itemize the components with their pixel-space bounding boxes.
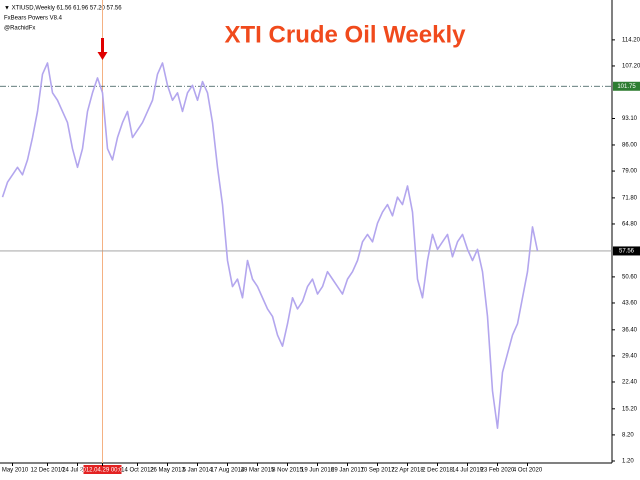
x-tick-label: 17 Aug 2014 bbox=[211, 468, 245, 474]
x-tick-label: 24 Jul 2011 bbox=[62, 468, 93, 474]
x-tick-label: 22 Apr 2018 bbox=[391, 468, 424, 474]
y-tick-label: 36.40 bbox=[622, 327, 638, 333]
y-tick-label: 15.20 bbox=[622, 406, 638, 412]
level-box bbox=[613, 81, 640, 91]
y-tick-label: 79.00 bbox=[622, 169, 638, 175]
x-tick-label: 8 Nov 2015 bbox=[272, 468, 303, 474]
x-tick-label: 23 Feb 2020 bbox=[481, 468, 515, 474]
price-line bbox=[1, 62, 539, 429]
arrow bbox=[97, 38, 108, 60]
x-tick-label: 2012.04.29 00:00 bbox=[79, 468, 126, 474]
level-label: 101.75 bbox=[617, 84, 636, 90]
date-marker-box bbox=[83, 465, 122, 474]
x-tick-label: 29 Jan 2017 bbox=[331, 468, 365, 474]
y-tick-label: 8.20 bbox=[622, 432, 634, 438]
y-tick-label: 29.40 bbox=[622, 353, 638, 359]
x-tick-label: 4 Oct 2020 bbox=[513, 468, 543, 474]
y-tick-label: 22.40 bbox=[622, 380, 638, 386]
x-tick-label: 26 May 2013 bbox=[150, 468, 185, 474]
header-line: FxBears Powers V8.4 bbox=[4, 16, 63, 22]
chart-title: XTI Crude Oil Weekly bbox=[225, 21, 467, 48]
x-tick-label: 14 Jul 2019 bbox=[452, 468, 484, 474]
y-tick-label: 1.20 bbox=[622, 459, 634, 465]
x-tick-label: 12 Dec 2010 bbox=[30, 468, 65, 474]
y-tick-label: 71.80 bbox=[622, 195, 638, 201]
x-tick-label: 10 Sep 2017 bbox=[360, 468, 395, 474]
x-tick-label: 19 Jun 2016 bbox=[301, 468, 335, 474]
level-box bbox=[613, 246, 640, 256]
header-line: @RachidFx bbox=[4, 26, 35, 32]
header-line: ▼ XTIUSD,Weekly 61.56 61.96 57.20 57.56 bbox=[4, 6, 122, 12]
x-tick-label: 2 Dec 2018 bbox=[422, 468, 453, 474]
y-tick-label: 43.60 bbox=[622, 301, 638, 307]
x-tick-label: 2 May 2010 bbox=[0, 468, 29, 474]
x-tick-label: 14 Oct 2012 bbox=[121, 468, 154, 474]
y-tick-label: 107.20 bbox=[622, 64, 640, 70]
x-tick-label: 5 Jan 2014 bbox=[183, 468, 213, 474]
y-tick-label: 114.20 bbox=[622, 37, 640, 43]
y-tick-label: 64.80 bbox=[622, 222, 638, 228]
y-tick-label: 93.10 bbox=[622, 116, 638, 122]
x-tick-label: 29 Mar 2015 bbox=[241, 468, 275, 474]
y-tick-label: 50.60 bbox=[622, 274, 638, 280]
level-label: 57.56 bbox=[619, 249, 635, 255]
y-tick-label: 86.00 bbox=[622, 143, 638, 149]
